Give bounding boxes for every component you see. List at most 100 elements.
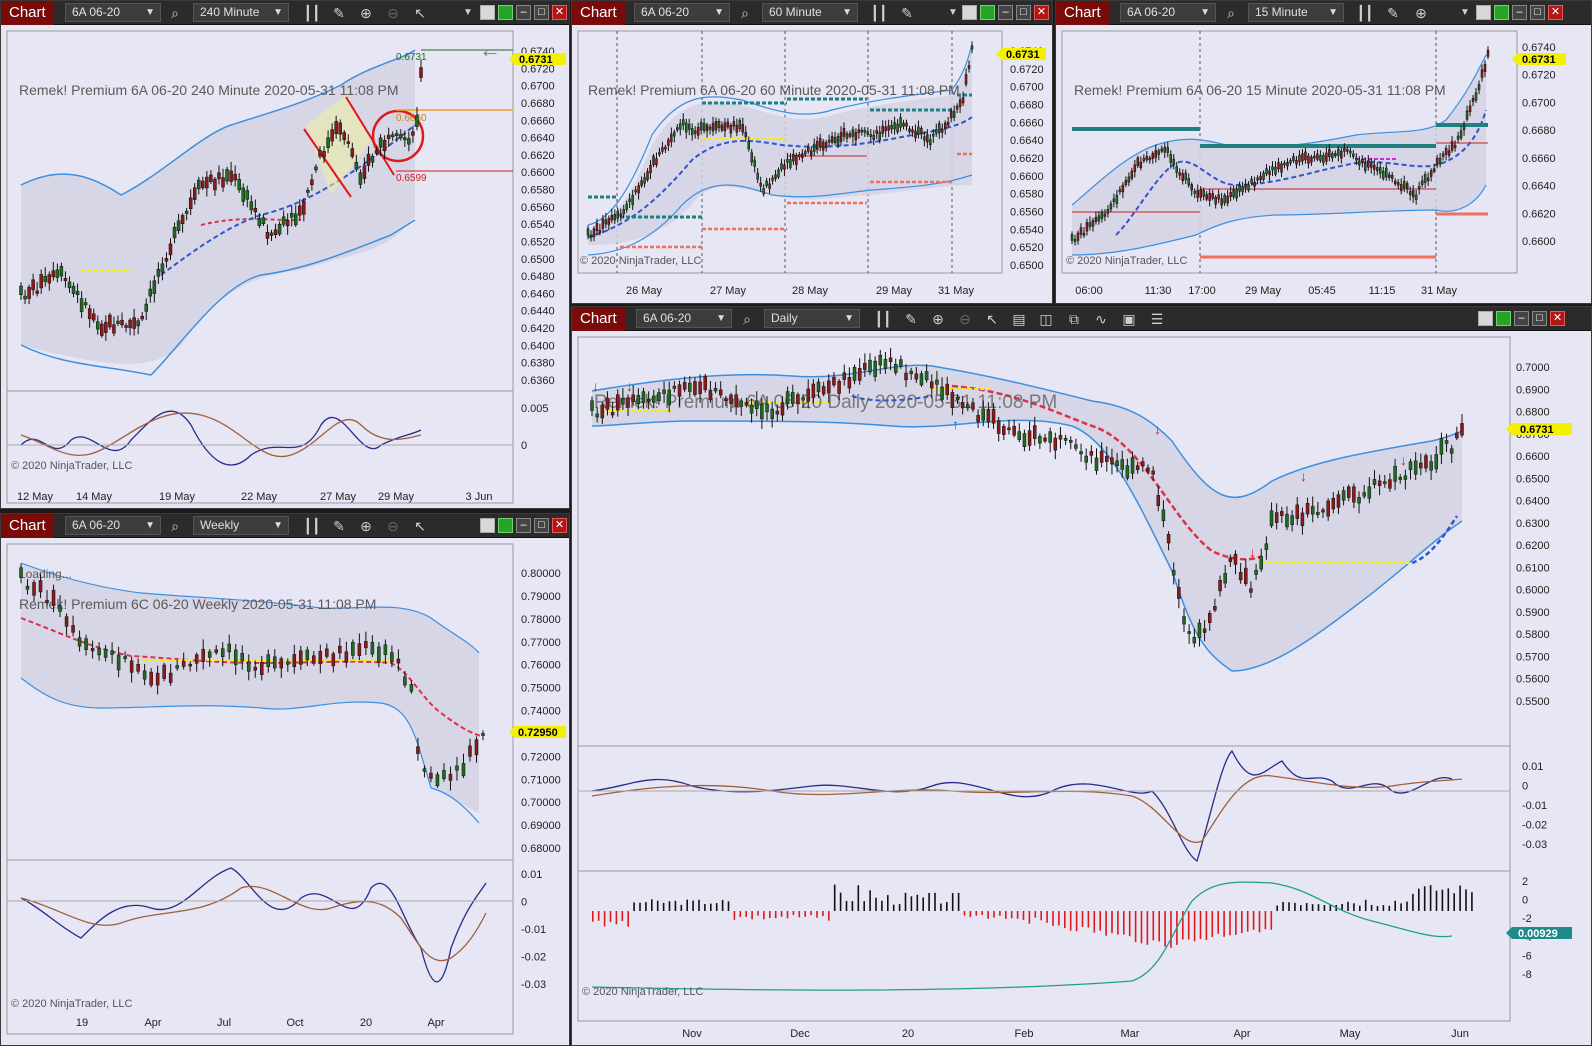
templates-icon[interactable]: ▣ [1122,311,1136,327]
menu-caret-icon[interactable]: ▼ [948,7,958,18]
strategies-icon[interactable]: ⧉ [1069,311,1079,327]
hist-bar [1359,905,1361,911]
search-icon[interactable]: ⌕ [743,311,751,327]
interval-selector[interactable]: Daily ▼ [764,309,860,328]
zoom-out-icon[interactable]: ⊖ [387,5,399,21]
instrument-selector[interactable]: 6A 06-20 ▼ [65,516,161,535]
bars-type-icon[interactable]: ┃┃ [1356,5,1374,21]
properties-icon[interactable]: ◫ [1039,311,1053,327]
zoom-in-icon[interactable]: ⊕ [360,518,372,534]
link-button[interactable] [480,5,495,20]
pencil-icon[interactable]: ✎ [901,5,913,21]
candle [595,223,599,231]
pointer-icon[interactable]: ↖ [986,311,998,327]
level-low-label: 0.6599 [396,173,427,184]
hist-bar [1418,888,1420,911]
pointer-icon[interactable]: ↖ [414,518,426,534]
chevron-down-icon: ▼ [273,7,283,18]
hist-bar [1311,904,1314,911]
pencil-icon[interactable]: ✎ [1387,5,1399,21]
link-button[interactable] [1478,311,1493,326]
minimize-button[interactable]: – [1514,311,1529,326]
close-button[interactable]: ✕ [1550,311,1565,326]
chart-area[interactable]: 0.6731 0.6599 0.6660 ← Remek! Premium 6A… [1,25,570,509]
pencil-icon[interactable]: ✎ [333,5,345,21]
bars-type-icon[interactable]: ┃┃ [870,5,888,21]
search-icon[interactable]: ⌕ [171,5,179,21]
interval-selector[interactable]: 240 Minute ▼ [193,3,289,22]
maximize-button[interactable]: □ [1532,311,1547,326]
indicators-icon[interactable]: ∿ [1095,311,1107,327]
interval-selector[interactable]: 60 Minute ▼ [762,3,858,22]
candle [655,158,658,166]
menu-caret-icon[interactable]: ▼ [1460,7,1470,18]
osc-label-zero: 0 [521,440,527,452]
candle [100,323,104,336]
candle [120,319,124,326]
chart-tab[interactable]: Chart [572,1,625,25]
search-icon[interactable]: ⌕ [741,5,749,21]
menu-caret-icon[interactable]: ▼ [463,7,473,18]
instrument-selector[interactable]: 6A 06-20 ▼ [634,3,730,22]
chart-tab[interactable]: Chart [1,1,54,25]
chart-area[interactable]: Remek! Premium 6A 06-20 15 Minute 2020-0… [1056,25,1592,304]
bars-type-icon[interactable]: ┃┃ [874,311,892,327]
interval-selector[interactable]: Weekly ▼ [193,516,289,535]
chart-area[interactable]: Remek! Premium 6A 06-20 Daily 2020-05-31… [572,331,1592,1046]
sync-button[interactable] [1494,5,1509,20]
link-button[interactable] [480,518,495,533]
pencil-icon[interactable]: ✎ [905,311,917,327]
zoom-out-icon[interactable]: ⊖ [387,518,399,534]
close-button[interactable]: ✕ [552,518,567,533]
arrow-left-icon[interactable]: ← [479,37,501,62]
candle [396,658,401,664]
candle [932,133,935,137]
bars-type-icon[interactable]: ┃┃ [303,518,321,534]
maximize-button[interactable]: □ [534,5,549,20]
candle [713,388,718,392]
zoom-out-icon[interactable]: ⊖ [959,311,971,327]
zoom-in-icon[interactable]: ⊕ [360,5,372,21]
instrument-selector[interactable]: 6A 06-20 ▼ [65,3,161,22]
price-label: 0.6620 [1010,153,1044,165]
bars-type-icon[interactable]: ┃┃ [303,5,321,21]
zoom-in-icon[interactable]: ⊕ [932,311,944,327]
instrument-selector[interactable]: 6A 06-20 ▼ [636,309,732,328]
link-button[interactable] [1476,5,1491,20]
candle [705,124,709,132]
chart-tab[interactable]: Chart [1056,1,1109,25]
candle [342,132,346,141]
candle [1450,141,1454,151]
pointer-icon[interactable]: ↖ [414,5,426,21]
maximize-button[interactable]: □ [534,518,549,533]
link-button[interactable] [962,5,977,20]
pencil-icon[interactable]: ✎ [333,518,345,534]
minimize-button[interactable]: – [1512,5,1527,20]
close-button[interactable]: ✕ [1034,5,1049,20]
interval-selector[interactable]: 15 Minute ▼ [1248,3,1344,22]
zoom-in-icon[interactable]: ⊕ [1415,5,1427,21]
search-icon[interactable]: ⌕ [171,518,179,534]
instrument-selector[interactable]: 6A 06-20 ▼ [1120,3,1216,22]
candle [45,599,49,604]
sync-button[interactable] [498,518,513,533]
close-button[interactable]: ✕ [1548,5,1563,20]
chart-tab[interactable]: Chart [572,307,625,331]
minimize-button[interactable]: – [516,5,531,20]
chart-tab[interactable]: Chart [1,514,54,538]
candle [366,153,371,166]
list-icon[interactable]: ☰ [1150,311,1164,327]
chart-area[interactable]: Remek! Premium 6A 06-20 60 Minute 2020-0… [572,25,1053,304]
search-icon[interactable]: ⌕ [1227,5,1235,21]
sync-button[interactable] [498,5,513,20]
minimize-button[interactable]: – [516,518,531,533]
minimize-button[interactable]: – [998,5,1013,20]
data-box-icon[interactable]: ▤ [1012,311,1026,327]
sync-button[interactable] [1496,311,1511,326]
maximize-button[interactable]: □ [1530,5,1545,20]
chart-area[interactable]: Loading... Remek! Premium 6C 06-20 Weekl… [1,538,570,1046]
maximize-button[interactable]: □ [1016,5,1031,20]
sync-button[interactable] [980,5,995,20]
close-button[interactable]: ✕ [552,5,567,20]
copyright: © 2020 NinjaTrader, LLC [1066,255,1187,267]
